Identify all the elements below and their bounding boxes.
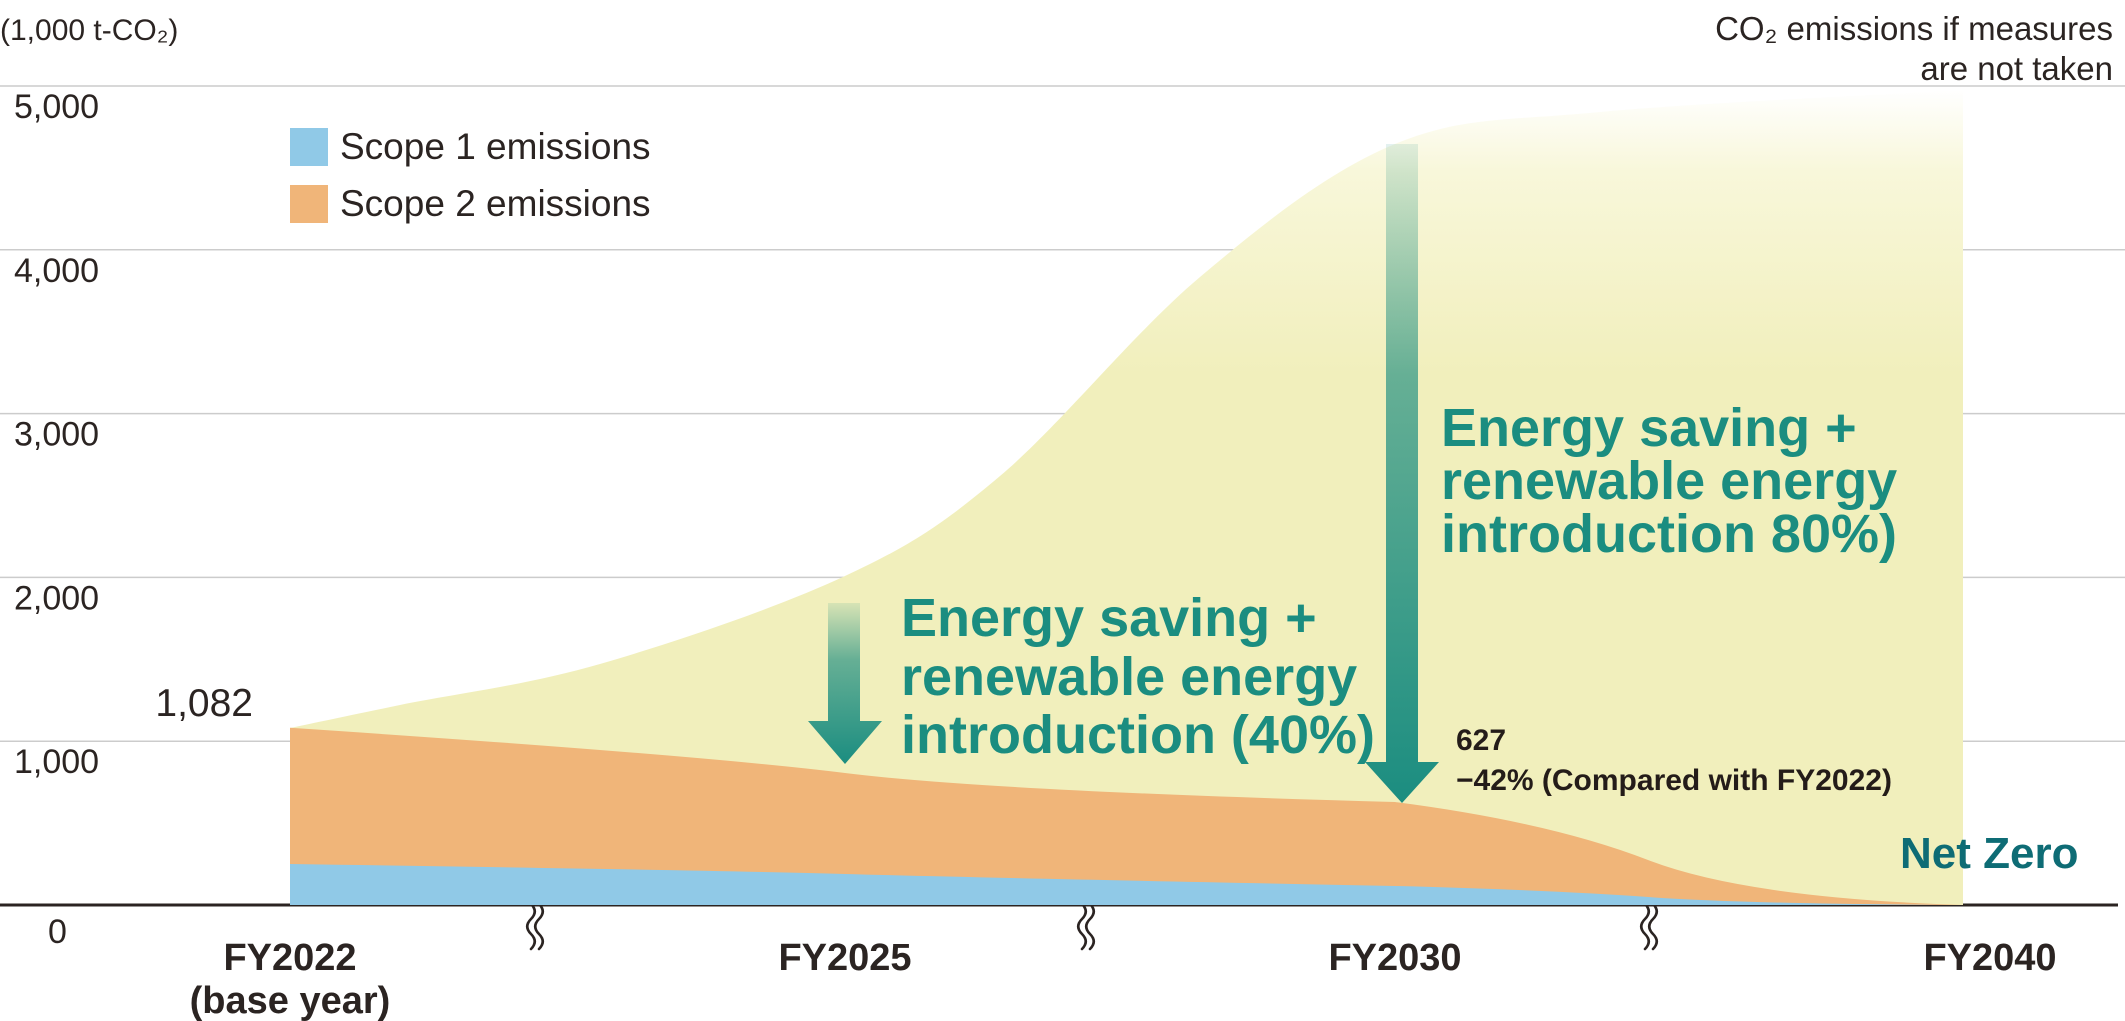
svg-text:Scope 1 emissions: Scope 1 emissions <box>340 126 651 167</box>
svg-text:1,000: 1,000 <box>14 743 99 781</box>
svg-text:5,000: 5,000 <box>14 88 99 126</box>
svg-text:FY2040: FY2040 <box>1923 937 2056 979</box>
svg-text:FY2030: FY2030 <box>1328 937 1461 979</box>
svg-text:renewable energy: renewable energy <box>901 647 1357 707</box>
svg-text:1,082: 1,082 <box>155 682 253 725</box>
svg-text:Scope 2 emissions: Scope 2 emissions <box>340 183 651 224</box>
svg-text:FY2022: FY2022 <box>223 937 356 979</box>
svg-text:(1,000 t-CO₂): (1,000 t-CO₂) <box>0 14 178 47</box>
svg-text:Energy saving +: Energy saving + <box>901 588 1317 648</box>
svg-text:Energy saving +: Energy saving + <box>1441 398 1857 458</box>
svg-text:Net Zero: Net Zero <box>1900 829 2078 878</box>
svg-text:4,000: 4,000 <box>14 252 99 290</box>
svg-text:FY2025: FY2025 <box>778 937 911 979</box>
svg-text:introduction 80%): introduction 80%) <box>1441 504 1897 564</box>
svg-text:CO₂ emissions if measures: CO₂ emissions if measures <box>1715 10 2113 47</box>
svg-text:627: 627 <box>1456 724 1506 757</box>
svg-text:renewable energy: renewable energy <box>1441 451 1897 511</box>
svg-text:are not taken: are not taken <box>1920 50 2113 87</box>
svg-text:(base year): (base year) <box>190 980 391 1021</box>
svg-text:3,000: 3,000 <box>14 416 99 454</box>
svg-text:introduction (40%): introduction (40%) <box>901 705 1375 765</box>
svg-text:−42% (Compared with FY2022): −42% (Compared with FY2022) <box>1456 764 1892 797</box>
svg-text:0: 0 <box>48 913 67 951</box>
svg-text:2,000: 2,000 <box>14 579 99 617</box>
